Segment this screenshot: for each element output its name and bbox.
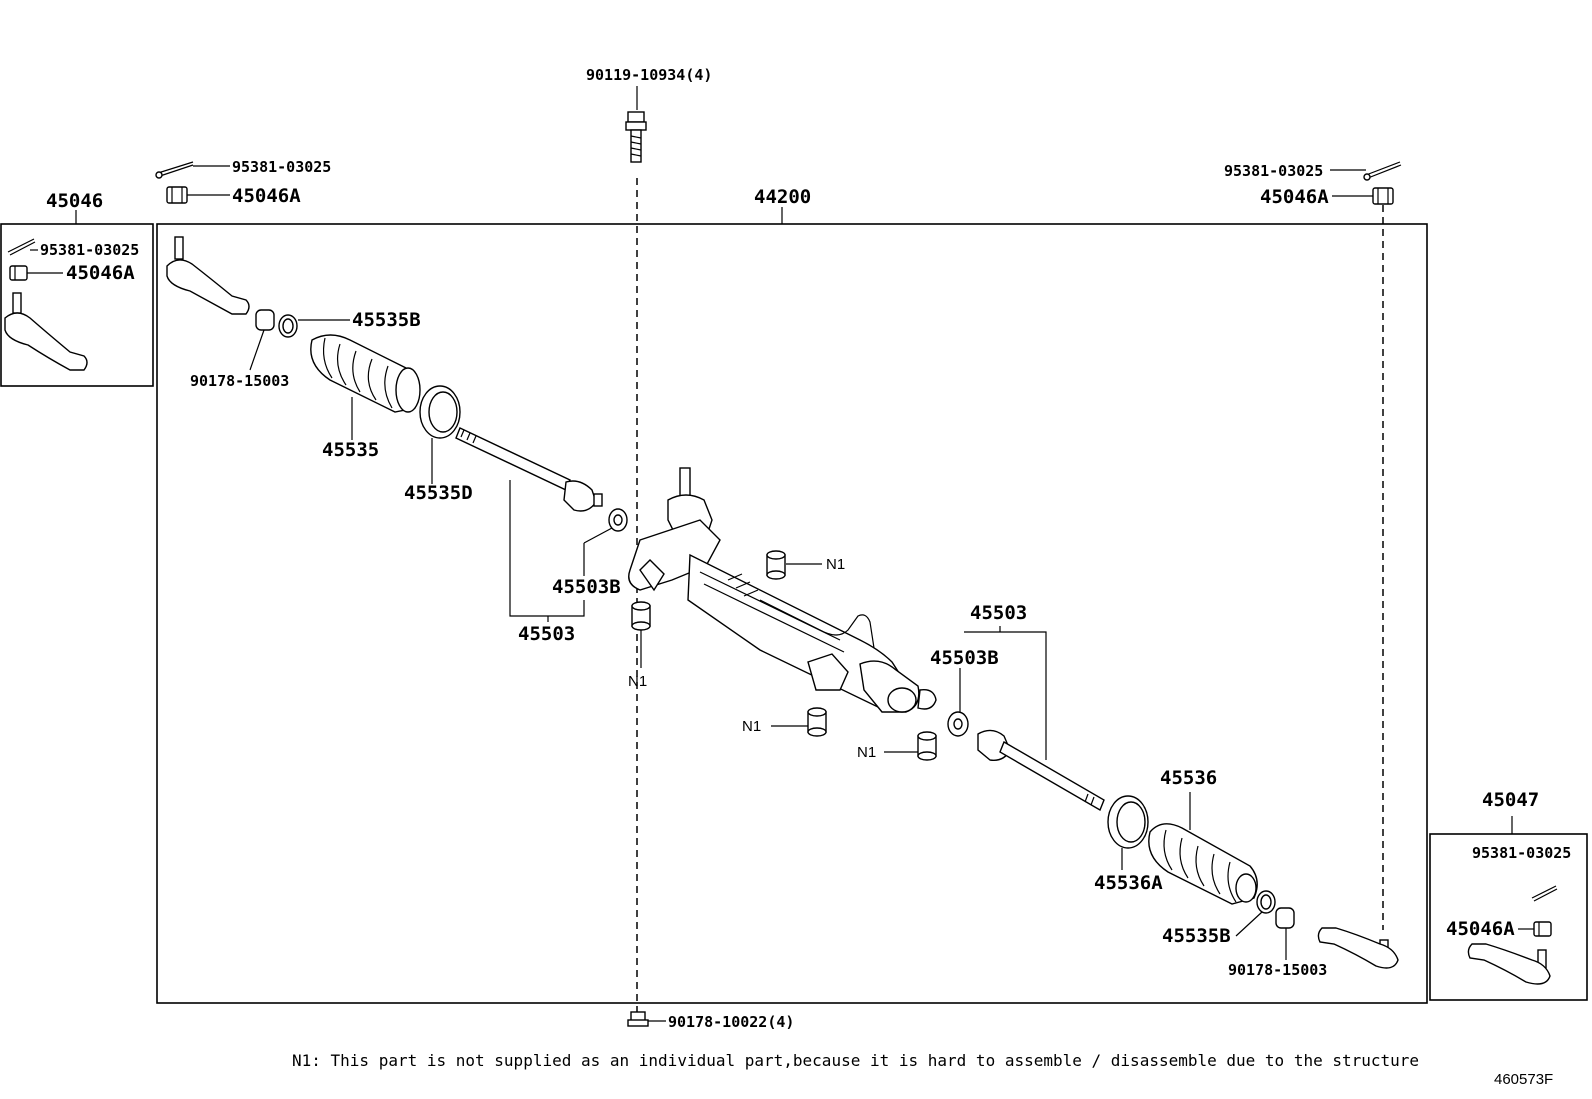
castle-nut-icon [1372, 187, 1394, 205]
label-n1-mid: N1 [742, 718, 761, 735]
castle-nut-icon [9, 265, 28, 281]
boot-band-icon [419, 385, 461, 439]
label-band-right: 45536A [1094, 872, 1163, 894]
cotter-pin-icon [1363, 161, 1402, 181]
washer-icon [947, 711, 969, 737]
tie-rod-icon [455, 427, 603, 512]
label-kit-left-nut: 45046A [66, 262, 135, 284]
clamp-icon [278, 314, 298, 338]
tie-rod-end-icon [4, 292, 88, 371]
label-kit-right-cotter: 95381-03025 [1472, 844, 1571, 862]
label-boot-left: 45535 [322, 439, 379, 461]
label-assembly-main: 44200 [754, 186, 811, 208]
label-rod-right: 45503 [970, 602, 1027, 624]
assembly-frame-44200 [156, 223, 1428, 1004]
label-clamp-right: 45535B [1162, 925, 1231, 947]
bushing-icon [631, 601, 651, 631]
tie-rod-end-icon [1317, 927, 1399, 969]
label-n1-mid2: N1 [857, 744, 876, 761]
label-boot-right: 45536 [1160, 767, 1217, 789]
label-n1-top: N1 [826, 556, 845, 573]
label-nut-left: 90178-15003 [190, 372, 289, 390]
bushing-icon [766, 550, 786, 580]
steering-gear-housing-icon [628, 467, 937, 713]
rack-boot-icon [1148, 823, 1258, 905]
rack-boot-icon [310, 334, 421, 413]
label-cotter-top-left: 95381-03025 [232, 158, 331, 176]
tie-rod-end-icon [166, 236, 250, 315]
label-rod-left: 45503 [518, 623, 575, 645]
label-bolt-top: 90119-10934(4) [586, 66, 712, 84]
washer-icon [608, 508, 628, 532]
kit-frame-45047 [1429, 833, 1588, 1001]
boot-band-icon [1107, 795, 1149, 849]
figure-code: 460573F [1494, 1071, 1553, 1088]
bushing-icon [917, 731, 937, 761]
label-cotter-top-right: 95381-03025 [1224, 162, 1323, 180]
label-clamp-left: 45535B [352, 309, 421, 331]
castle-nut-icon [166, 186, 188, 204]
cotter-pin-icon [155, 161, 194, 179]
clamp-icon [1256, 890, 1276, 914]
label-kit-right-nut: 45046A [1446, 918, 1515, 940]
label-kit-right: 45047 [1482, 789, 1539, 811]
nut-icon [1275, 907, 1295, 929]
flange-nut-icon [627, 1011, 649, 1027]
bushing-icon [807, 707, 827, 737]
cotter-pin-icon [7, 238, 36, 256]
label-kit-left-cotter: 95381-03025 [40, 241, 139, 259]
label-band-left: 45535D [404, 482, 473, 504]
cotter-pin-icon [1531, 885, 1558, 902]
label-nut-right: 90178-15003 [1228, 961, 1327, 979]
kit-frame-45046 [0, 223, 154, 387]
label-nut-bottom: 90178-10022(4) [668, 1013, 794, 1031]
footnote-n1: N1: This part is not supplied as an indi… [292, 1051, 1419, 1070]
tie-rod-icon [977, 729, 1105, 812]
bolt-icon [625, 111, 647, 163]
nut-icon [255, 309, 275, 331]
label-n1-left: N1 [628, 673, 647, 690]
label-nut-top-left: 45046A [232, 185, 301, 207]
tie-rod-end-icon [1467, 943, 1551, 985]
label-washer-left: 45503B [552, 576, 621, 598]
label-washer-right: 45503B [930, 647, 999, 669]
label-nut-top-right: 45046A [1260, 186, 1329, 208]
label-kit-left: 45046 [46, 190, 103, 212]
castle-nut-icon [1533, 921, 1552, 937]
